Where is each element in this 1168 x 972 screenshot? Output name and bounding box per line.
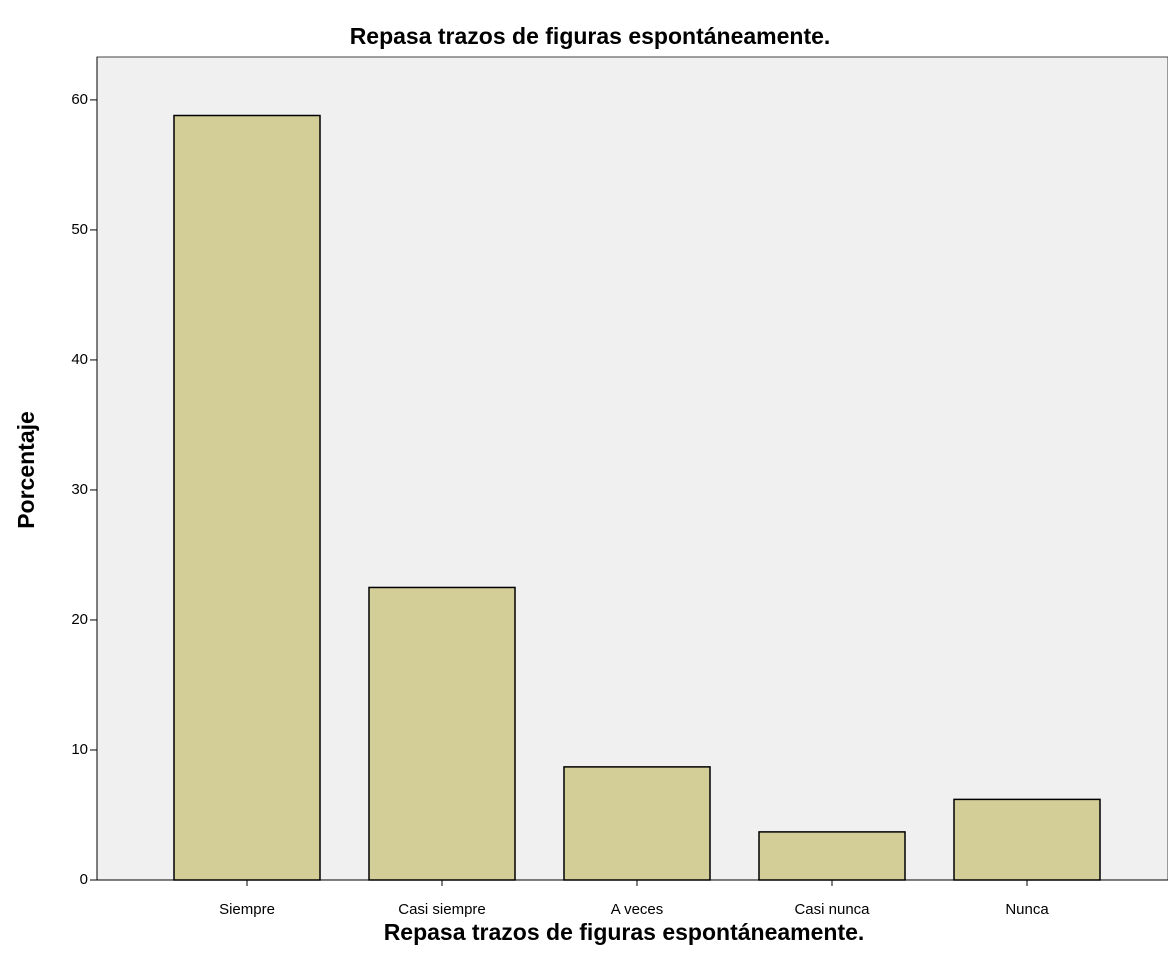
- bar: [953, 798, 1101, 881]
- bar: [368, 586, 516, 881]
- bar: [563, 766, 711, 881]
- bar: [758, 831, 906, 881]
- y-tick-label: 40: [71, 351, 88, 368]
- x-tick-label: A veces: [611, 901, 664, 918]
- y-axis-label: Porcentaje: [13, 411, 39, 529]
- y-tick-label: 30: [71, 481, 88, 498]
- bar: [173, 114, 321, 881]
- chart-title: Repasa trazos de figuras espontáneamente…: [350, 23, 831, 49]
- y-tick-label: 10: [71, 741, 88, 758]
- y-tick-label: 20: [71, 611, 88, 628]
- y-tick-label: 60: [71, 91, 88, 108]
- x-axis-label: Repasa trazos de figuras espontáneamente…: [384, 919, 865, 945]
- x-tick-label: Casi nunca: [794, 901, 870, 918]
- x-tick-label: Casi siempre: [398, 901, 486, 918]
- y-tick-label: 0: [80, 871, 88, 888]
- x-tick-label: Nunca: [1005, 901, 1049, 918]
- x-tick-label: Siempre: [219, 901, 275, 918]
- y-tick-label: 50: [71, 221, 88, 238]
